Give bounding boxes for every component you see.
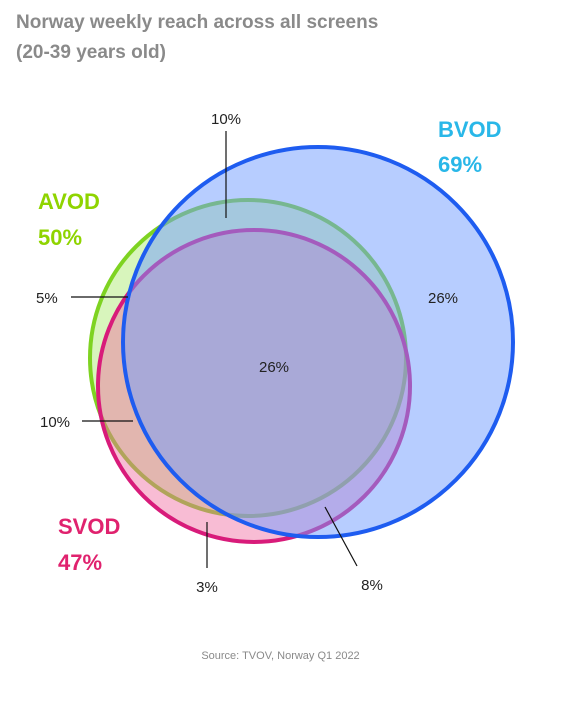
svod-label: SVOD bbox=[58, 514, 120, 539]
region-bottom-value: 3% bbox=[196, 579, 218, 596]
bvod-circle bbox=[121, 145, 515, 539]
leader-line-bottom-right bbox=[324, 506, 358, 567]
source-note: Source: TVOV, Norway Q1 2022 bbox=[201, 650, 360, 662]
region-left-lower-value: 10% bbox=[40, 414, 70, 431]
region-bottom-right-value: 8% bbox=[361, 577, 383, 594]
region-center-value: 26% bbox=[259, 359, 289, 376]
region-top-value: 10% bbox=[211, 111, 241, 128]
bvod-value: 69% bbox=[438, 152, 482, 177]
title-line-1: Norway weekly reach across all screens bbox=[16, 12, 379, 33]
chart-title: Norway weekly reach across all screens (… bbox=[16, 8, 536, 68]
region-bvod-only-value: 26% bbox=[428, 290, 458, 307]
bvod-label: BVOD bbox=[438, 117, 502, 142]
region-left-upper-value: 5% bbox=[36, 290, 58, 307]
svod-value: 47% bbox=[58, 550, 102, 575]
avod-label: AVOD bbox=[38, 189, 100, 214]
avod-value: 50% bbox=[38, 225, 82, 250]
title-line-2: (20-39 years old) bbox=[16, 42, 166, 63]
